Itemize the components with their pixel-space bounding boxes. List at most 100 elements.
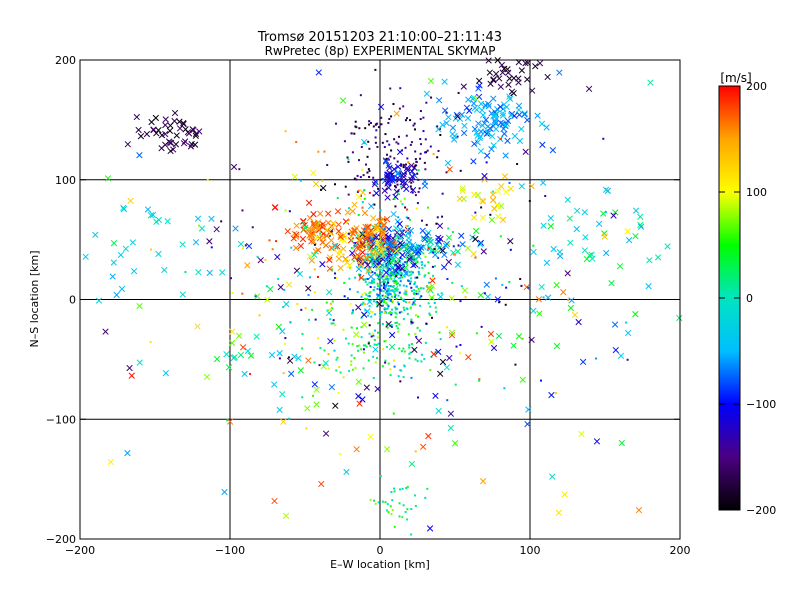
scatter-dot-point bbox=[251, 226, 254, 229]
scatter-cross-point bbox=[435, 407, 442, 415]
scatter-cross-point bbox=[328, 244, 335, 252]
scatter-dot-point bbox=[353, 177, 356, 180]
scatter-dot-point bbox=[383, 228, 386, 231]
scatter-dot-point bbox=[394, 295, 397, 298]
scatter-dot-point bbox=[410, 141, 413, 144]
scatter-dot-point bbox=[377, 187, 380, 190]
scatter-dot-point bbox=[422, 116, 425, 119]
scatter-dot-point bbox=[544, 195, 547, 198]
scatter-dot-point bbox=[305, 427, 308, 430]
scatter-dot-point bbox=[430, 251, 433, 254]
scatter-cross-point bbox=[423, 231, 430, 239]
scatter-dot-point bbox=[381, 141, 384, 144]
scatter-dot-point bbox=[383, 297, 386, 300]
scatter-dot-point bbox=[312, 394, 315, 397]
scatter-dot-point bbox=[410, 318, 413, 321]
scatter-dot-point bbox=[504, 303, 507, 306]
scatter-dot-point bbox=[400, 310, 403, 313]
scatter-cross-point bbox=[383, 269, 390, 276]
scatter-dot-point bbox=[317, 150, 320, 153]
scatter-dot-point bbox=[478, 378, 481, 381]
scatter-cross-point bbox=[487, 80, 494, 87]
scatter-dot-point bbox=[385, 346, 388, 349]
scatter-cross-point bbox=[595, 220, 603, 228]
scatter-cross-point bbox=[676, 314, 683, 322]
scatter-dot-point bbox=[364, 244, 367, 247]
scatter-cross-point bbox=[523, 283, 530, 291]
scatter-cross-point bbox=[497, 83, 504, 90]
scatter-dot-point bbox=[407, 333, 410, 336]
scatter-dot-point bbox=[390, 295, 393, 298]
scatter-dot-point bbox=[417, 270, 420, 273]
scatter-dot-point bbox=[500, 137, 503, 140]
scatter-cross-point bbox=[314, 233, 321, 241]
scatter-dot-point bbox=[353, 132, 356, 135]
scatter-cross-point bbox=[237, 240, 245, 248]
scatter-cross-point bbox=[453, 111, 461, 119]
scatter-cross-point bbox=[478, 197, 485, 204]
scatter-dot-point bbox=[402, 105, 405, 108]
scatter-dot-point bbox=[385, 323, 388, 326]
scatter-dot-point bbox=[554, 392, 557, 395]
scatter-dot-point bbox=[362, 348, 365, 351]
scatter-dot-point bbox=[362, 174, 365, 177]
scatter-dot-point bbox=[420, 143, 423, 146]
scatter-cross-point bbox=[383, 257, 390, 264]
scatter-dot-point bbox=[422, 287, 425, 290]
scatter-dot-point bbox=[438, 127, 441, 130]
scatter-dot-point bbox=[405, 285, 408, 288]
scatter-cross-point bbox=[583, 255, 590, 263]
scatter-dot-point bbox=[386, 290, 389, 293]
scatter-dot-point bbox=[368, 120, 371, 123]
scatter-dot-point bbox=[347, 193, 350, 196]
scatter-dot-point bbox=[542, 296, 545, 299]
scatter-cross-point bbox=[528, 336, 535, 344]
scatter-cross-point bbox=[370, 261, 377, 268]
scatter-dot-point bbox=[411, 303, 414, 306]
scatter-dot-point bbox=[407, 217, 410, 220]
scatter-cross-point bbox=[498, 61, 506, 69]
scatter-dot-point bbox=[399, 488, 402, 491]
scatter-cross-point bbox=[449, 130, 456, 138]
scatter-cross-point bbox=[149, 211, 157, 219]
scatter-dot-point bbox=[370, 335, 373, 338]
scatter-cross-point bbox=[274, 253, 281, 261]
scatter-cross-point bbox=[420, 243, 427, 251]
scatter-cross-point bbox=[312, 248, 319, 255]
scatter-dot-point bbox=[464, 296, 467, 299]
scatter-dot-point bbox=[430, 96, 433, 99]
scatter-dot-point bbox=[362, 351, 365, 354]
scatter-cross-point bbox=[187, 143, 195, 150]
scatter-dot-point bbox=[326, 309, 329, 312]
scatter-dot-point bbox=[459, 352, 462, 355]
scatter-dot-point bbox=[337, 391, 340, 394]
scatter-dot-point bbox=[376, 254, 379, 257]
scatter-cross-point bbox=[437, 370, 444, 377]
scatter-dot-point bbox=[380, 284, 383, 287]
scatter-dot-point bbox=[355, 255, 358, 258]
scatter-cross-point bbox=[618, 439, 625, 447]
scatter-cross-point bbox=[488, 216, 496, 224]
scatter-dot-point bbox=[396, 253, 399, 256]
scatter-cross-point bbox=[245, 242, 253, 250]
scatter-dot-point bbox=[380, 237, 383, 240]
scatter-dot-point bbox=[369, 122, 372, 125]
scatter-dot-point bbox=[395, 283, 398, 286]
scatter-cross-point bbox=[293, 222, 300, 229]
scatter-dot-point bbox=[387, 280, 390, 283]
scatter-dot-point bbox=[410, 286, 413, 289]
scatter-dot-point bbox=[402, 262, 405, 265]
scatter-dot-point bbox=[383, 312, 386, 315]
scatter-dot-point bbox=[403, 350, 406, 353]
scatter-dot-point bbox=[521, 337, 524, 340]
scatter-cross-point bbox=[454, 248, 461, 255]
scatter-dot-point bbox=[376, 302, 379, 305]
scatter-cross-point bbox=[415, 337, 423, 344]
scatter-cross-point bbox=[573, 225, 580, 233]
scatter-dot-point bbox=[396, 327, 399, 330]
scatter-cross-point bbox=[117, 251, 124, 259]
scatter-cross-point bbox=[109, 273, 116, 280]
scatter-cross-point bbox=[320, 184, 327, 192]
scatter-cross-point bbox=[162, 369, 169, 377]
scatter-dot-point bbox=[356, 190, 359, 193]
